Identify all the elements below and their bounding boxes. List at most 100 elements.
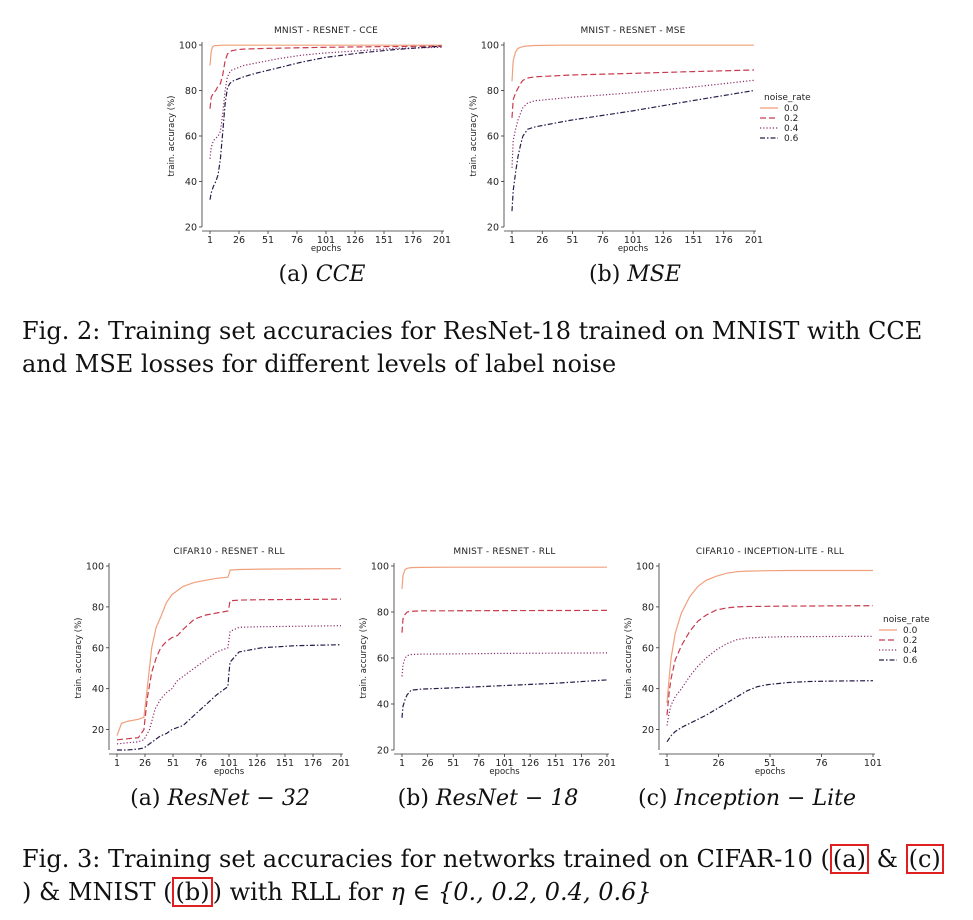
y-tick-label: 100	[636, 562, 654, 573]
x-axis-label: epochs	[618, 244, 649, 254]
figure3-caption: Fig. 3: Training set accuracies for netw…	[22, 843, 952, 909]
caption-text-part1: Training set accuracies for networks tra…	[107, 845, 830, 873]
x-tick-label: 101	[317, 235, 335, 246]
y-tick-label: 20	[377, 746, 389, 757]
caption-label: Fig. 3:	[22, 845, 101, 873]
x-tick-label: 151	[547, 758, 565, 769]
series-line-3	[209, 45, 443, 200]
series-line-3	[511, 89, 755, 212]
series-line-0	[511, 44, 754, 82]
ref-box-c[interactable]: (c)	[905, 844, 944, 874]
x-tick-label: 76	[473, 758, 485, 769]
legend-label: 0.4	[903, 646, 918, 656]
y-tick-label: 80	[185, 86, 197, 97]
x-tick-label: 101	[495, 758, 513, 769]
y-tick-label: 60	[92, 643, 104, 654]
x-tick-label: 201	[598, 758, 616, 769]
x-axis-label: epochs	[311, 244, 342, 254]
legend-label: 0.2	[784, 114, 798, 124]
y-axis-label: train. accuracy (%)	[74, 618, 84, 699]
x-tick-label: 1	[207, 235, 213, 246]
y-tick-label: 40	[642, 684, 654, 695]
y-tick-label: 80	[377, 608, 389, 619]
series-line-2	[401, 652, 608, 677]
x-axis-label: epochs	[489, 767, 520, 777]
x-tick-label: 176	[572, 758, 590, 769]
x-tick-label: 1	[114, 758, 120, 769]
series-line-2	[511, 79, 755, 168]
ref-box-b[interactable]: (b)	[172, 877, 213, 907]
legend-label: 0.6	[784, 134, 799, 144]
caption-text-part2: ) with RLL for	[212, 878, 391, 906]
legend-label: 0.0	[784, 104, 799, 114]
subcaption-3b: (b) ResNet − 18	[397, 786, 579, 811]
caption-amp: &	[868, 845, 906, 873]
x-tick-label: 26	[712, 758, 724, 769]
legend-label: 0.6	[903, 656, 918, 666]
y-tick-label: 40	[377, 700, 389, 711]
y-tick-label: 100	[371, 562, 389, 573]
x-tick-label: 26	[536, 235, 548, 246]
x-tick-label: 101	[624, 235, 642, 246]
x-tick-label: 1	[399, 758, 405, 769]
series-line-0	[116, 568, 342, 736]
eta-expression: η ∈ {0., 0.2, 0.4, 0.6}	[390, 878, 652, 906]
subcaption-3c: (c) Inception − Lite	[638, 786, 856, 811]
legend-title: noise_rate	[764, 93, 811, 103]
x-tick-label: 201	[332, 758, 350, 769]
caption-text: Training set accuracies for ResNet-18 tr…	[22, 317, 923, 378]
chart-title: MNIST - RESNET - RLL	[453, 547, 555, 557]
series-line-2	[209, 46, 443, 159]
y-tick-label: 80	[92, 602, 104, 613]
series-line-1	[401, 609, 608, 633]
x-tick-label: 126	[654, 235, 672, 246]
y-tick-label: 100	[179, 41, 197, 52]
x-axis-label: epochs	[214, 767, 245, 777]
series-line-3	[117, 644, 342, 751]
x-tick-label: 51	[447, 758, 459, 769]
y-tick-label: 80	[487, 86, 499, 97]
x-tick-label: 51	[167, 758, 179, 769]
y-tick-label: 100	[86, 562, 104, 573]
series-line-1	[666, 605, 874, 716]
legend-label: 0.0	[903, 626, 918, 636]
figure2-caption: Fig. 2: Training set accuracies for ResN…	[22, 315, 952, 381]
x-tick-label: 26	[139, 758, 151, 769]
series-line-1	[209, 45, 443, 109]
y-axis-label: train. accuracy (%)	[359, 618, 369, 699]
series-line-3	[666, 680, 874, 743]
x-tick-label: 151	[375, 235, 393, 246]
x-tick-label: 76	[815, 758, 827, 769]
x-tick-label: 176	[404, 235, 422, 246]
chart-title: CIFAR10 - INCEPTION-LITE - RLL	[696, 547, 844, 557]
x-tick-label: 101	[864, 758, 882, 769]
ref-box-a[interactable]: (a)	[829, 844, 869, 874]
series-line-2	[666, 635, 874, 726]
chart-title: MNIST - RESNET - MSE	[580, 26, 685, 36]
y-tick-label: 60	[642, 643, 654, 654]
y-tick-label: 100	[481, 41, 499, 52]
series-line-2	[116, 625, 342, 745]
y-tick-label: 60	[487, 132, 499, 143]
subcaption-2a: (a) CCE	[278, 262, 366, 287]
x-tick-label: 51	[764, 758, 776, 769]
series-line-0	[666, 569, 873, 704]
subcaption-3a: (a) ResNet − 32	[130, 786, 310, 811]
x-tick-label: 51	[262, 235, 274, 246]
x-tick-label: 101	[220, 758, 238, 769]
chart-cifar10-inception-lite-rll: CIFAR10 - INCEPTION-LITE - RLL2040608010…	[624, 547, 930, 777]
series-line-1	[116, 598, 342, 741]
y-axis-label: train. accuracy (%)	[624, 618, 634, 699]
y-axis-label: train. accuracy (%)	[167, 96, 177, 177]
y-tick-label: 40	[487, 177, 499, 188]
y-tick-label: 20	[185, 223, 197, 234]
subcaption-2b: (b) MSE	[589, 262, 681, 287]
x-tick-label: 201	[745, 235, 763, 246]
x-tick-label: 176	[715, 235, 733, 246]
y-tick-label: 60	[377, 654, 389, 665]
x-tick-label: 76	[291, 235, 303, 246]
